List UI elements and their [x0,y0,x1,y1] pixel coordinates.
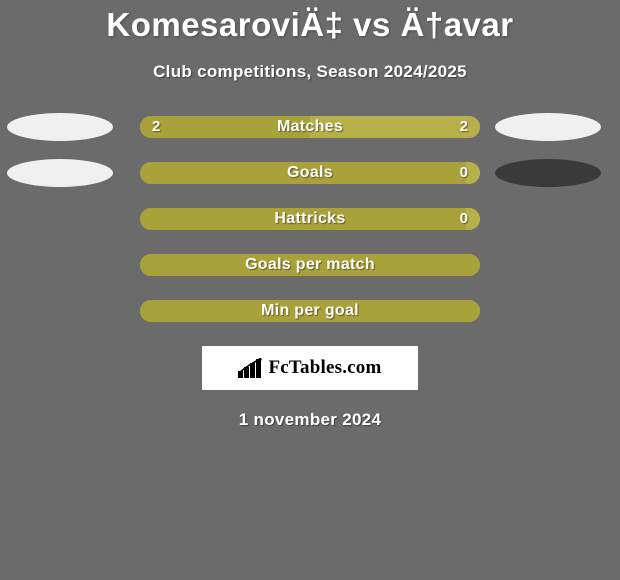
stat-bar-left [140,300,480,322]
stat-bar-left [140,208,466,230]
stat-bar: 0Goals [140,162,480,184]
stat-row: 22Matches [0,116,620,138]
stat-bar-right [466,162,480,184]
stat-bar-left [140,254,480,276]
subtitle: Club competitions, Season 2024/2025 [0,62,620,82]
stat-bar-right [310,116,480,138]
stat-right-value: 0 [460,162,468,184]
date-label: 1 november 2024 [0,410,620,430]
source-logo-text: FcTables.com [268,357,381,379]
comparison-infographic: KomesaroviÄ‡ vs Ä†avar Club competitions… [0,0,620,580]
left-ratio-ellipse [7,159,113,187]
stat-right-value: 0 [460,208,468,230]
stat-bar: 0Hattricks [140,208,480,230]
stat-right-value: 2 [460,116,468,138]
stat-row: 0Hattricks [0,208,620,230]
source-logo: FcTables.com [202,346,418,390]
stat-rows: 22Matches0Goals0HattricksGoals per match… [0,116,620,322]
stat-bar: Min per goal [140,300,480,322]
stat-bar-left [140,162,466,184]
right-ratio-ellipse [495,113,601,141]
stat-bar-left [140,116,310,138]
bar-chart-icon [238,358,262,378]
right-ratio-ellipse [495,159,601,187]
stat-row: Min per goal [0,300,620,322]
stat-row: 0Goals [0,162,620,184]
left-ratio-ellipse [7,113,113,141]
stat-left-value: 2 [152,116,160,138]
stat-bar: 22Matches [140,116,480,138]
stat-bar-right [466,208,480,230]
stat-bar: Goals per match [140,254,480,276]
page-title: KomesaroviÄ‡ vs Ä†avar [0,0,620,44]
stat-row: Goals per match [0,254,620,276]
